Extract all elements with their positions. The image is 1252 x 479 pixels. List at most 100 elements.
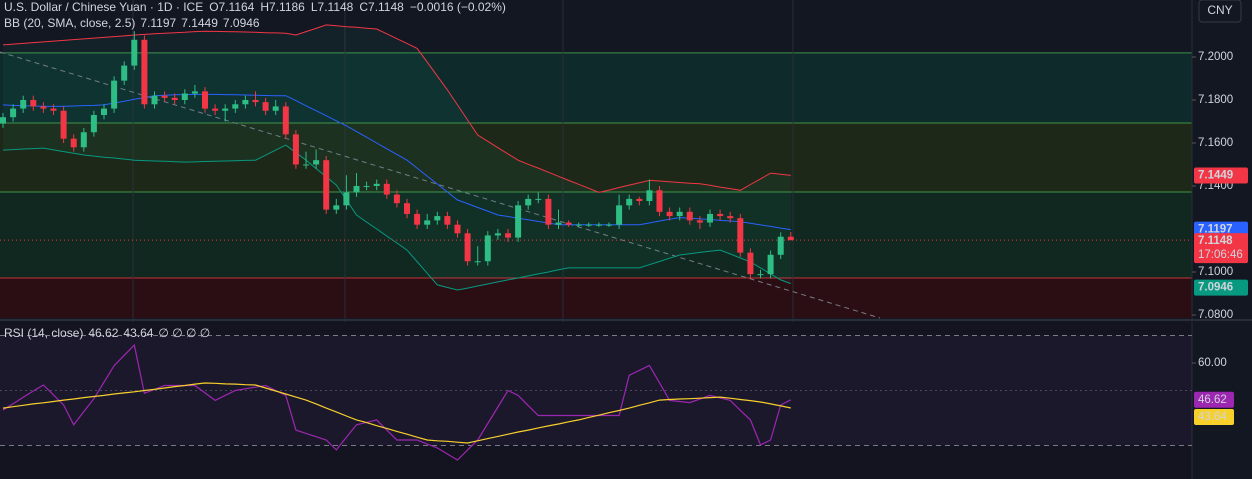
candle-body [30, 99, 37, 107]
candle-body [444, 216, 451, 225]
rsi-line [2, 343, 792, 461]
legend-text: H [260, 0, 269, 14]
rsi-pane [0, 322, 1192, 479]
candle-body [777, 236, 784, 255]
legend-text: 7.0946 [223, 16, 260, 30]
candle-body [373, 183, 380, 186]
candle-body [414, 213, 421, 225]
candle-body [353, 185, 360, 193]
candle-body [464, 233, 471, 262]
candle-body [707, 213, 713, 223]
candle-body [393, 194, 400, 204]
candle-body [242, 99, 249, 105]
candle-body [50, 108, 57, 111]
candle-body [282, 106, 289, 135]
price-tag [1194, 167, 1248, 184]
candle-body [494, 233, 501, 236]
candle-body [616, 205, 623, 225]
candle-body [141, 39, 148, 105]
candle-body [676, 211, 683, 217]
legend-text: BB (20, SMA, close, 2.5) [4, 16, 135, 30]
candle-body [313, 160, 320, 165]
candle-body [757, 274, 764, 276]
rsi-tag-label: 43.64 [1198, 411, 1227, 423]
rsi-tag [1194, 391, 1234, 408]
candle-body [60, 110, 67, 139]
candle-body [232, 104, 239, 109]
candle-body [717, 213, 724, 217]
candle-body [303, 164, 309, 166]
y-tick-label: 7.1000 [1198, 266, 1233, 278]
legend-text: 43.64 [123, 326, 153, 340]
price-tag-label: 7.1148 [1198, 235, 1233, 247]
candle-body [505, 233, 511, 238]
candle-body [292, 134, 299, 165]
candle-body [333, 205, 340, 210]
candle-body [686, 211, 693, 221]
rsi-tag [1194, 408, 1234, 425]
candle-body [212, 108, 219, 111]
candle-body [151, 95, 158, 105]
candle-body [272, 106, 279, 111]
candle-body [323, 160, 330, 210]
candle-body [585, 224, 592, 226]
candle-body [343, 192, 350, 206]
band-line [2, 93, 791, 231]
candle-body [575, 224, 582, 226]
legend-text: 7.1164 [219, 0, 255, 14]
legend-text: O [209, 0, 218, 14]
candle-body [171, 97, 178, 100]
level-zone [0, 192, 1192, 279]
candle-body [252, 99, 259, 103]
price-tag [1194, 233, 1248, 264]
band-line [2, 144, 791, 291]
candle-body [121, 65, 128, 81]
countdown: 17:06:46 [1198, 249, 1243, 261]
price-tag-label: 7.1449 [1198, 169, 1233, 181]
legend-text: U.S. Dollar / Chinese Yuan · 1D · ICE [4, 0, 203, 14]
candle-body [131, 39, 138, 66]
candle-body [191, 91, 198, 94]
currency-label[interactable]: CNY [1207, 3, 1232, 17]
candle-body [202, 91, 208, 109]
currency-button[interactable] [1198, 0, 1242, 23]
candle-body [767, 254, 774, 275]
legend-text: 7.1148 [368, 0, 404, 14]
candle-body [515, 205, 522, 238]
legend-text: −0.0016 (−0.02%) [410, 0, 506, 14]
candle-body [424, 220, 431, 225]
legend-text: 46.62 [88, 326, 118, 340]
candle-body [787, 236, 794, 241]
candle-body [555, 222, 562, 225]
candle-body [646, 190, 653, 202]
band-fill [3, 24, 791, 291]
candle-body [484, 235, 491, 262]
candle-body [262, 102, 269, 111]
legend-text: L [311, 0, 318, 14]
y-tick-label: 7.0800 [1198, 309, 1233, 321]
candle-body [40, 106, 47, 109]
candle-body [696, 220, 703, 223]
candle-body [101, 108, 107, 116]
y-tick-label: 7.1600 [1198, 137, 1233, 149]
candle-body [747, 252, 754, 275]
candle-body [565, 222, 572, 225]
candle-body [181, 93, 188, 100]
candle-body [545, 198, 552, 225]
candle-body [111, 80, 118, 109]
candle-body [20, 99, 27, 109]
candle-body [363, 185, 370, 187]
candle-body [10, 108, 17, 118]
candle-body [727, 216, 734, 219]
candle-body [161, 95, 168, 98]
candle-body [454, 224, 461, 234]
candle-body [636, 198, 643, 202]
legend-text: 7.1186 [269, 0, 305, 14]
candle-body [474, 261, 481, 263]
candle-body [606, 224, 612, 226]
rsi-tag-label: 46.62 [1198, 394, 1227, 406]
price-tag-label: 7.0946 [1198, 282, 1233, 294]
candle-body [535, 198, 542, 200]
candle-body [434, 216, 441, 221]
